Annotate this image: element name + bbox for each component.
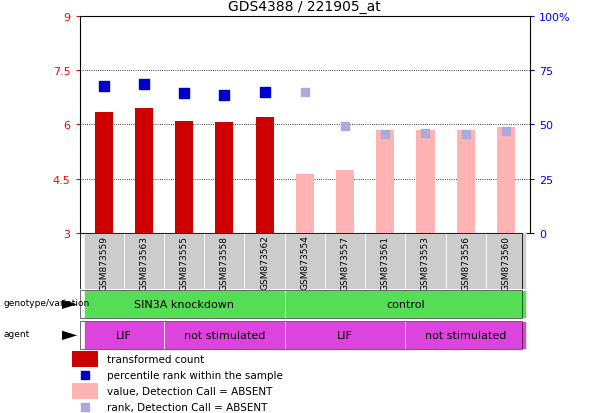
- Bar: [72, 351, 98, 367]
- Text: GSM873556: GSM873556: [461, 235, 470, 290]
- Bar: [325, 233, 365, 289]
- Text: control: control: [386, 299, 425, 309]
- Bar: [164, 322, 284, 349]
- Bar: [416, 131, 435, 233]
- Point: [99, 84, 108, 90]
- Bar: [336, 170, 354, 233]
- Bar: [135, 109, 153, 233]
- Bar: [456, 131, 475, 233]
- Polygon shape: [62, 300, 77, 309]
- Text: GSM873557: GSM873557: [340, 235, 349, 290]
- Point: [260, 90, 269, 97]
- Title: GDS4388 / 221905_at: GDS4388 / 221905_at: [229, 0, 381, 14]
- Text: genotype/variation: genotype/variation: [4, 299, 90, 308]
- Bar: [84, 233, 124, 289]
- Point: [180, 91, 189, 97]
- Point: [139, 82, 148, 88]
- Bar: [376, 131, 394, 233]
- Text: GSM873555: GSM873555: [180, 235, 188, 290]
- Point: [501, 128, 511, 135]
- Bar: [497, 128, 515, 233]
- Text: LIF: LIF: [337, 330, 353, 340]
- Point: [421, 131, 430, 137]
- Point: [220, 92, 229, 99]
- Text: percentile rank within the sample: percentile rank within the sample: [107, 370, 283, 380]
- Text: agent: agent: [4, 330, 30, 339]
- Text: value, Detection Call = ABSENT: value, Detection Call = ABSENT: [107, 386, 272, 396]
- Point: [300, 90, 310, 97]
- Point: [461, 132, 471, 138]
- Bar: [284, 291, 526, 318]
- Bar: [284, 233, 325, 289]
- Point: [80, 404, 90, 411]
- Bar: [84, 291, 284, 318]
- Bar: [486, 233, 526, 289]
- Polygon shape: [62, 331, 77, 340]
- Bar: [124, 233, 164, 289]
- Bar: [72, 383, 98, 399]
- Text: GSM873558: GSM873558: [220, 235, 229, 290]
- Text: GSM873561: GSM873561: [380, 235, 390, 290]
- Text: not stimulated: not stimulated: [425, 330, 507, 340]
- Bar: [164, 233, 204, 289]
- Bar: [204, 233, 244, 289]
- Bar: [244, 233, 284, 289]
- Bar: [95, 112, 112, 233]
- Point: [380, 132, 390, 138]
- Bar: [446, 233, 486, 289]
- Text: GSM873562: GSM873562: [260, 235, 269, 290]
- Point: [340, 123, 350, 130]
- Text: GSM873553: GSM873553: [421, 235, 430, 290]
- Point: [80, 372, 90, 378]
- Bar: [84, 322, 164, 349]
- Text: GSM873554: GSM873554: [300, 235, 309, 290]
- Bar: [256, 118, 274, 233]
- Bar: [365, 233, 405, 289]
- Bar: [296, 175, 314, 233]
- Text: GSM873560: GSM873560: [501, 235, 511, 290]
- Text: transformed count: transformed count: [107, 354, 204, 364]
- Bar: [405, 233, 446, 289]
- Text: GSM873563: GSM873563: [140, 235, 148, 290]
- Text: rank, Detection Call = ABSENT: rank, Detection Call = ABSENT: [107, 402, 267, 412]
- Bar: [405, 322, 526, 349]
- Text: LIF: LIF: [116, 330, 132, 340]
- Text: GSM873559: GSM873559: [99, 235, 108, 290]
- Text: not stimulated: not stimulated: [184, 330, 265, 340]
- Text: SIN3A knockdown: SIN3A knockdown: [134, 299, 234, 309]
- Bar: [216, 123, 233, 233]
- Bar: [175, 121, 193, 233]
- Bar: [284, 322, 405, 349]
